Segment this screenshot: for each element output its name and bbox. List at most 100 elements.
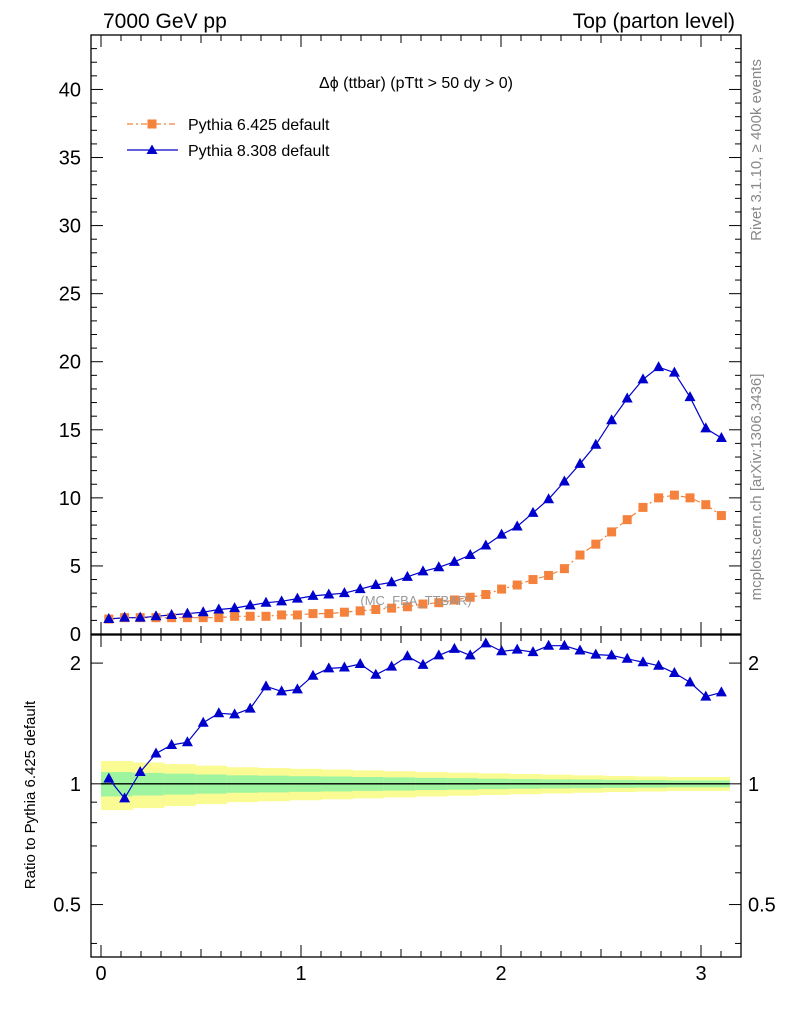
legend: Pythia 6.425 default Pythia 8.308 defaul… [127, 117, 330, 160]
ratio-point-pythia8 [637, 656, 649, 667]
data-point-pythia6 [669, 490, 679, 500]
ratio-point-pythia8 [354, 657, 366, 668]
data-point-pythia6 [182, 613, 192, 623]
data-point-pythia8 [653, 361, 665, 372]
data-point-pythia6 [230, 611, 240, 621]
main-ytick-label: 30 [59, 216, 81, 238]
ratio-frame [90, 634, 742, 958]
data-point-pythia8 [134, 611, 146, 622]
data-point-pythia6 [716, 511, 726, 521]
data-point-pythia8 [606, 414, 618, 425]
ratio-point-pythia8 [166, 738, 178, 749]
data-point-pythia8 [338, 587, 350, 598]
data-point-pythia8 [386, 576, 398, 587]
data-point-pythia6 [638, 502, 648, 512]
ratio-xtick-label: 2 [495, 963, 506, 985]
data-point-pythia8 [590, 438, 602, 449]
ratio-ytick-label: 2 [70, 653, 81, 675]
data-point-pythia8 [244, 599, 256, 610]
data-point-pythia8 [276, 595, 288, 606]
data-point-pythia8 [150, 610, 162, 621]
header-left: 7000 GeV pp [103, 10, 227, 33]
data-point-pythia8 [260, 596, 272, 607]
ratio-point-pythia8 [558, 639, 570, 650]
data-point-pythia6 [198, 613, 208, 623]
data-point-pythia8 [574, 457, 586, 468]
data-point-pythia8 [119, 611, 131, 622]
data-point-pythia6 [324, 609, 334, 619]
data-point-pythia6 [355, 606, 365, 616]
data-point-pythia6 [497, 584, 507, 594]
data-point-pythia6 [544, 570, 554, 580]
header-right: Top (parton level) [573, 10, 735, 33]
ratio-point-pythia8 [276, 685, 288, 696]
data-point-pythia8 [684, 391, 696, 402]
main-panel: 0 5 10 15 20 25 30 35 40 Δϕ (ttbar) (pTtt > 50 d… [59, 34, 742, 646]
data-point-pythia8 [370, 578, 382, 589]
data-point-pythia6 [387, 603, 397, 613]
rivet-label: Rivet 3.1.10, ≥ 400k events [748, 59, 765, 241]
ratio-point-pythia8 [543, 639, 555, 650]
data-point-pythia8 [700, 422, 712, 433]
ratio-point-pythia8 [621, 652, 633, 663]
data-point-pythia8 [511, 520, 523, 531]
ratio-point-pythia8 [668, 666, 680, 677]
ratio-ytick-label-right: 0.5 [748, 895, 776, 917]
data-point-pythia8 [197, 606, 209, 617]
ratio-point-pythia8 [401, 650, 413, 661]
data-point-pythia8 [527, 506, 539, 517]
analysis-watermark: (MC_FBA_TTBAR) [360, 593, 471, 608]
ratio-point-pythia8 [511, 643, 523, 654]
data-point-pythia6 [245, 611, 255, 621]
main-ytick-label: 25 [59, 284, 81, 306]
data-point-pythia6 [512, 580, 522, 590]
ratio-point-pythia8 [417, 658, 429, 669]
ratio-point-pythia8 [229, 708, 241, 719]
mcplots-label: mcplots.cern.ch [arXiv:1306.3436] [748, 374, 765, 601]
data-point-pythia6 [402, 602, 412, 612]
ratio-point-pythia8 [291, 683, 303, 694]
data-point-pythia8 [715, 431, 727, 442]
data-point-pythia6 [607, 527, 617, 537]
data-point-pythia8 [543, 493, 555, 504]
ratio-point-pythia8 [464, 649, 476, 660]
data-point-pythia8 [433, 561, 445, 572]
series-line-pythia8 [108, 366, 722, 620]
legend-label-pythia8: Pythia 8.308 default [188, 143, 330, 160]
data-point-pythia6 [292, 610, 302, 620]
ratio-xtick-label: 0 [95, 963, 106, 985]
ratio-panel: 0.5 0.5 1 1 2 2 0 1 2 3 Ratio to Pythia 6.425 def… [22, 634, 776, 985]
data-point-pythia6 [434, 598, 444, 608]
legend-marker-pythia8 [146, 144, 158, 154]
data-point-pythia6 [277, 610, 287, 620]
ratio-point-pythia8 [119, 792, 131, 803]
ratio-point-pythia8 [527, 646, 539, 657]
ratio-line-pythia8 [108, 642, 722, 800]
data-point-pythia8 [401, 570, 413, 581]
data-point-pythia8 [448, 555, 460, 566]
data-point-pythia6 [339, 607, 349, 617]
data-point-pythia8 [668, 366, 680, 377]
ratio-ytick-label-right: 1 [748, 774, 759, 796]
data-point-pythia6 [261, 611, 271, 621]
ratio-point-pythia8 [700, 690, 712, 701]
ratio-point-pythia8 [150, 747, 162, 758]
data-point-pythia8 [558, 475, 570, 486]
data-point-pythia8 [464, 549, 476, 560]
data-point-pythia8 [103, 613, 115, 624]
data-point-pythia6 [528, 575, 538, 585]
ratio-ylabel: Ratio to Pythia 6.425 default [22, 700, 39, 889]
ratio-point-pythia8 [574, 644, 586, 655]
ratio-point-pythia8 [197, 716, 209, 727]
ratio-point-pythia8 [433, 649, 445, 660]
data-point-pythia6 [701, 500, 711, 510]
main-ytick-label: 10 [59, 488, 81, 510]
ratio-point-pythia8 [370, 668, 382, 679]
main-ytick-label: 15 [59, 420, 81, 442]
ratio-xtick-label: 1 [295, 963, 306, 985]
ratio-ytick-label: 0.5 [53, 895, 81, 917]
ratio-ytick-label: 1 [70, 774, 81, 796]
main-ytick-label: 5 [70, 556, 81, 578]
data-point-pythia6 [308, 609, 318, 619]
data-point-pythia8 [417, 565, 429, 576]
